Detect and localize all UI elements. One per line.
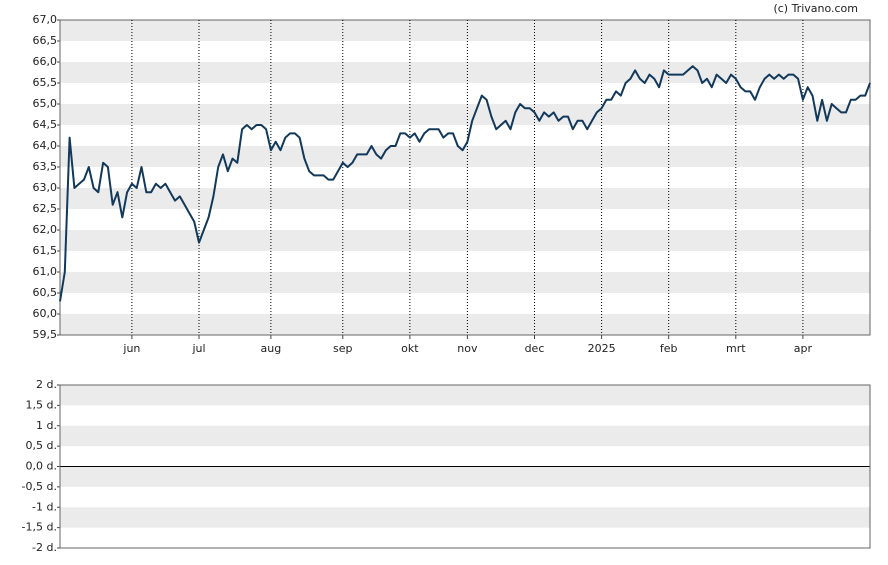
x-tick-label: okt — [401, 342, 419, 355]
y-tick-label: 0,5 d. — [26, 439, 57, 452]
y-tick-label: -1,5 d. — [22, 521, 57, 534]
grid-band — [60, 314, 870, 335]
y-tick-label: 62,5 — [33, 202, 58, 215]
grid-band — [60, 507, 870, 528]
y-tick-label: 67,0 — [33, 13, 58, 26]
x-tick-label: jul — [191, 342, 205, 355]
x-tick-label: 2025 — [588, 342, 616, 355]
y-tick-label: 60,5 — [33, 286, 58, 299]
y-tick-label: 65,5 — [33, 76, 58, 89]
x-tick-label: nov — [457, 342, 478, 355]
grid-band — [60, 146, 870, 167]
y-tick-label: 61,0 — [33, 265, 58, 278]
y-tick-label: -2 d. — [32, 541, 57, 554]
y-tick-label: 2 d. — [36, 378, 57, 391]
y-tick-label: 61,5 — [33, 244, 58, 257]
grid-band — [60, 466, 870, 487]
grid-band — [60, 20, 870, 41]
y-tick-label: 64,0 — [33, 139, 58, 152]
y-tick-label: -1 d. — [32, 500, 57, 513]
y-tick-label: 60,0 — [33, 307, 58, 320]
x-tick-label: aug — [261, 342, 282, 355]
grid-band — [60, 272, 870, 293]
x-tick-label: feb — [660, 342, 678, 355]
y-tick-label: 1 d. — [36, 419, 57, 432]
grid-band — [60, 230, 870, 251]
x-tick-label: sep — [333, 342, 352, 355]
grid-band — [60, 104, 870, 125]
y-tick-label: 63,5 — [33, 160, 58, 173]
y-tick-label: 64,5 — [33, 118, 58, 131]
price-line — [59, 65, 871, 302]
grid-band — [60, 188, 870, 209]
source-credit: (c) Trivano.com — [773, 2, 858, 15]
grid-band — [60, 385, 870, 406]
y-tick-label: -0,5 d. — [22, 480, 57, 493]
y-tick-label: 59,5 — [33, 328, 58, 341]
y-tick-label: 66,5 — [33, 34, 58, 47]
y-tick-label: 66,0 — [33, 55, 58, 68]
grid-band — [60, 62, 870, 83]
y-tick-label: 0,0 d. — [26, 460, 57, 473]
plot-frame — [59, 19, 871, 336]
x-tick-label: mrt — [726, 342, 746, 355]
x-tick-label: apr — [794, 342, 813, 355]
x-tick-label: jun — [122, 342, 140, 355]
plot-frame — [59, 384, 871, 549]
y-tick-label: 65,0 — [33, 97, 58, 110]
x-tick-label: dec — [525, 342, 545, 355]
y-tick-label: 63,0 — [33, 181, 58, 194]
y-tick-label: 62,0 — [33, 223, 58, 236]
y-tick-label: 1,5 d. — [26, 398, 57, 411]
grid-band — [60, 425, 870, 447]
